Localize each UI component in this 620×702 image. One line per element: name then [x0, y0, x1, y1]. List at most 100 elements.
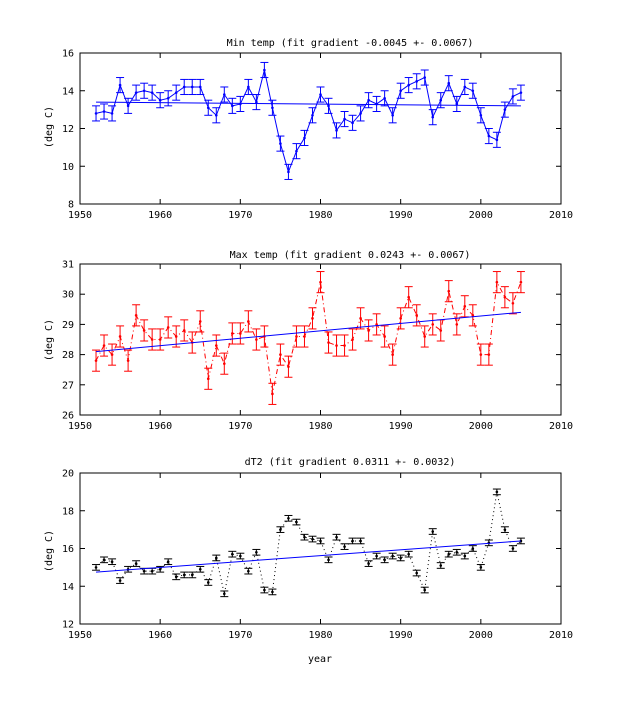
max-temp-data-point — [343, 344, 346, 347]
min-temp-xtick-label: 1970 — [228, 210, 252, 221]
dt2-ytick-label: 18 — [62, 506, 74, 517]
min-temp-data-point — [383, 97, 386, 100]
dt2-ytick-label: 16 — [62, 544, 74, 555]
max-temp-data-point — [150, 338, 154, 341]
max-temp-data-point — [519, 280, 523, 284]
dt2-series-line — [95, 491, 522, 594]
max-temp-data-point — [214, 344, 218, 347]
min-temp-ytick-label: 8 — [68, 200, 74, 211]
max-temp-data-point — [511, 301, 515, 305]
dt2-xtick-label: 1970 — [228, 630, 252, 641]
min-temp-data-point — [335, 129, 338, 132]
dt2-data-point — [447, 552, 451, 556]
dt2-xtick-label: 1990 — [389, 630, 413, 641]
max-temp-data-point — [206, 377, 210, 381]
dt2-data-point — [455, 550, 459, 554]
max-temp-xtick-label: 1960 — [148, 421, 172, 432]
max-temp-data-point — [255, 338, 258, 341]
dt2-ticks: 1950 1960 1970 1980 1990 2000 2010 12 14 16 18 20 — [62, 469, 573, 642]
max-temp-title: Max temp (fit gradient 0.0243 +- 0.0067) — [230, 250, 471, 261]
min-temp-xtick-label: 1990 — [389, 210, 413, 221]
min-temp-xtick-label: 1980 — [308, 210, 332, 221]
dt2-data-point — [174, 575, 178, 579]
max-temp-data-point — [495, 280, 499, 284]
max-temp-data-point — [375, 323, 378, 326]
min-temp-data-point — [495, 138, 499, 142]
max-temp-data-point — [431, 323, 435, 326]
dt2-axes-frame — [79, 472, 562, 625]
min-temp-ytick-label: 12 — [62, 124, 74, 135]
max-temp-series-line — [95, 280, 522, 394]
dt2-data-point — [223, 592, 226, 596]
max-temp-data-point — [158, 338, 162, 341]
max-temp-data-point — [271, 392, 274, 396]
min-temp-data-point — [479, 113, 483, 117]
max-temp-data-point — [407, 295, 410, 299]
dt2-data-point — [503, 528, 507, 531]
max-temp-data-point — [455, 323, 459, 326]
dt2-data-point — [463, 554, 467, 558]
max-temp-data-point — [223, 362, 226, 365]
min-temp-title: Min temp (fit gradient -0.0045 +- 0.0067… — [227, 38, 474, 49]
max-temp-data-point — [166, 326, 170, 329]
min-temp-data-point — [198, 85, 202, 89]
max-temp-data-point — [479, 353, 483, 356]
max-temp-data-point — [335, 344, 338, 347]
min-temp-data-point — [303, 136, 306, 140]
dt2-panel: dT2 (fit gradient 0.0311 +- 0.0032) (deg… — [44, 457, 573, 665]
min-temp-data-point — [102, 110, 106, 113]
min-temp-data-point — [439, 98, 443, 102]
max-temp-panel: Max temp (fit gradient 0.0243 +- 0.0067)… — [44, 250, 573, 432]
dt2-data-point — [423, 588, 427, 592]
max-temp-xtick-label: 1970 — [228, 421, 252, 432]
min-temp-fit-line — [96, 101, 521, 107]
min-temp-data-point — [174, 91, 178, 94]
min-temp-data-point — [431, 115, 435, 119]
min-temp-data-point — [214, 113, 218, 117]
min-temp-data-point — [263, 68, 266, 72]
min-temp-data-point — [255, 100, 258, 104]
max-temp-data-point — [447, 289, 451, 293]
dt2-xtick-label: 2000 — [469, 630, 493, 641]
min-temp-data-point — [295, 149, 298, 153]
min-temp-data-point — [463, 85, 467, 89]
max-temp-data-point — [415, 314, 419, 317]
min-temp-data-point — [150, 91, 154, 94]
dt2-xtick-label: 2010 — [549, 630, 573, 641]
dt2-xlabel: year — [308, 654, 332, 665]
min-temp-data-point — [391, 113, 394, 117]
dt2-data-point — [110, 560, 114, 564]
max-temp-data-point — [303, 335, 306, 338]
dt2-data-point — [142, 569, 146, 573]
min-temp-data-point — [231, 104, 234, 108]
dt2-ylabel: (deg C) — [44, 530, 55, 572]
max-temp-data-point — [383, 335, 386, 338]
max-temp-data-point — [174, 335, 178, 338]
dt2-data-point — [319, 539, 322, 543]
min-temp-data-point — [223, 93, 226, 96]
min-temp-series-line — [95, 69, 522, 174]
max-temp-data-point — [239, 332, 242, 335]
dt2-data-point — [415, 571, 419, 575]
max-temp-xtick-label: 1990 — [389, 421, 413, 432]
max-temp-plot — [92, 271, 525, 405]
dt2-data-point — [150, 569, 154, 573]
dt2-xtick-label: 1980 — [308, 630, 332, 641]
max-temp-data-point — [351, 338, 354, 341]
min-temp-data-point — [471, 89, 475, 93]
max-temp-data-point — [198, 320, 202, 323]
dt2-data-point — [166, 560, 170, 564]
max-temp-ytick-label: 28 — [62, 350, 74, 361]
min-temp-data-point — [455, 102, 459, 106]
max-temp-data-point — [391, 353, 394, 356]
max-temp-ytick-label: 30 — [62, 290, 74, 301]
max-temp-data-point — [295, 335, 298, 338]
dt2-data-point — [190, 573, 194, 577]
min-temp-ytick-label: 16 — [62, 49, 74, 60]
dt2-data-point — [375, 554, 378, 558]
max-temp-data-point — [110, 353, 114, 356]
max-temp-data-point — [231, 332, 234, 335]
min-temp-data-point — [319, 93, 322, 96]
max-temp-ticks: 1950 1960 1970 1980 1990 2000 2010 26 27 28 29 30 31 — [62, 260, 573, 433]
